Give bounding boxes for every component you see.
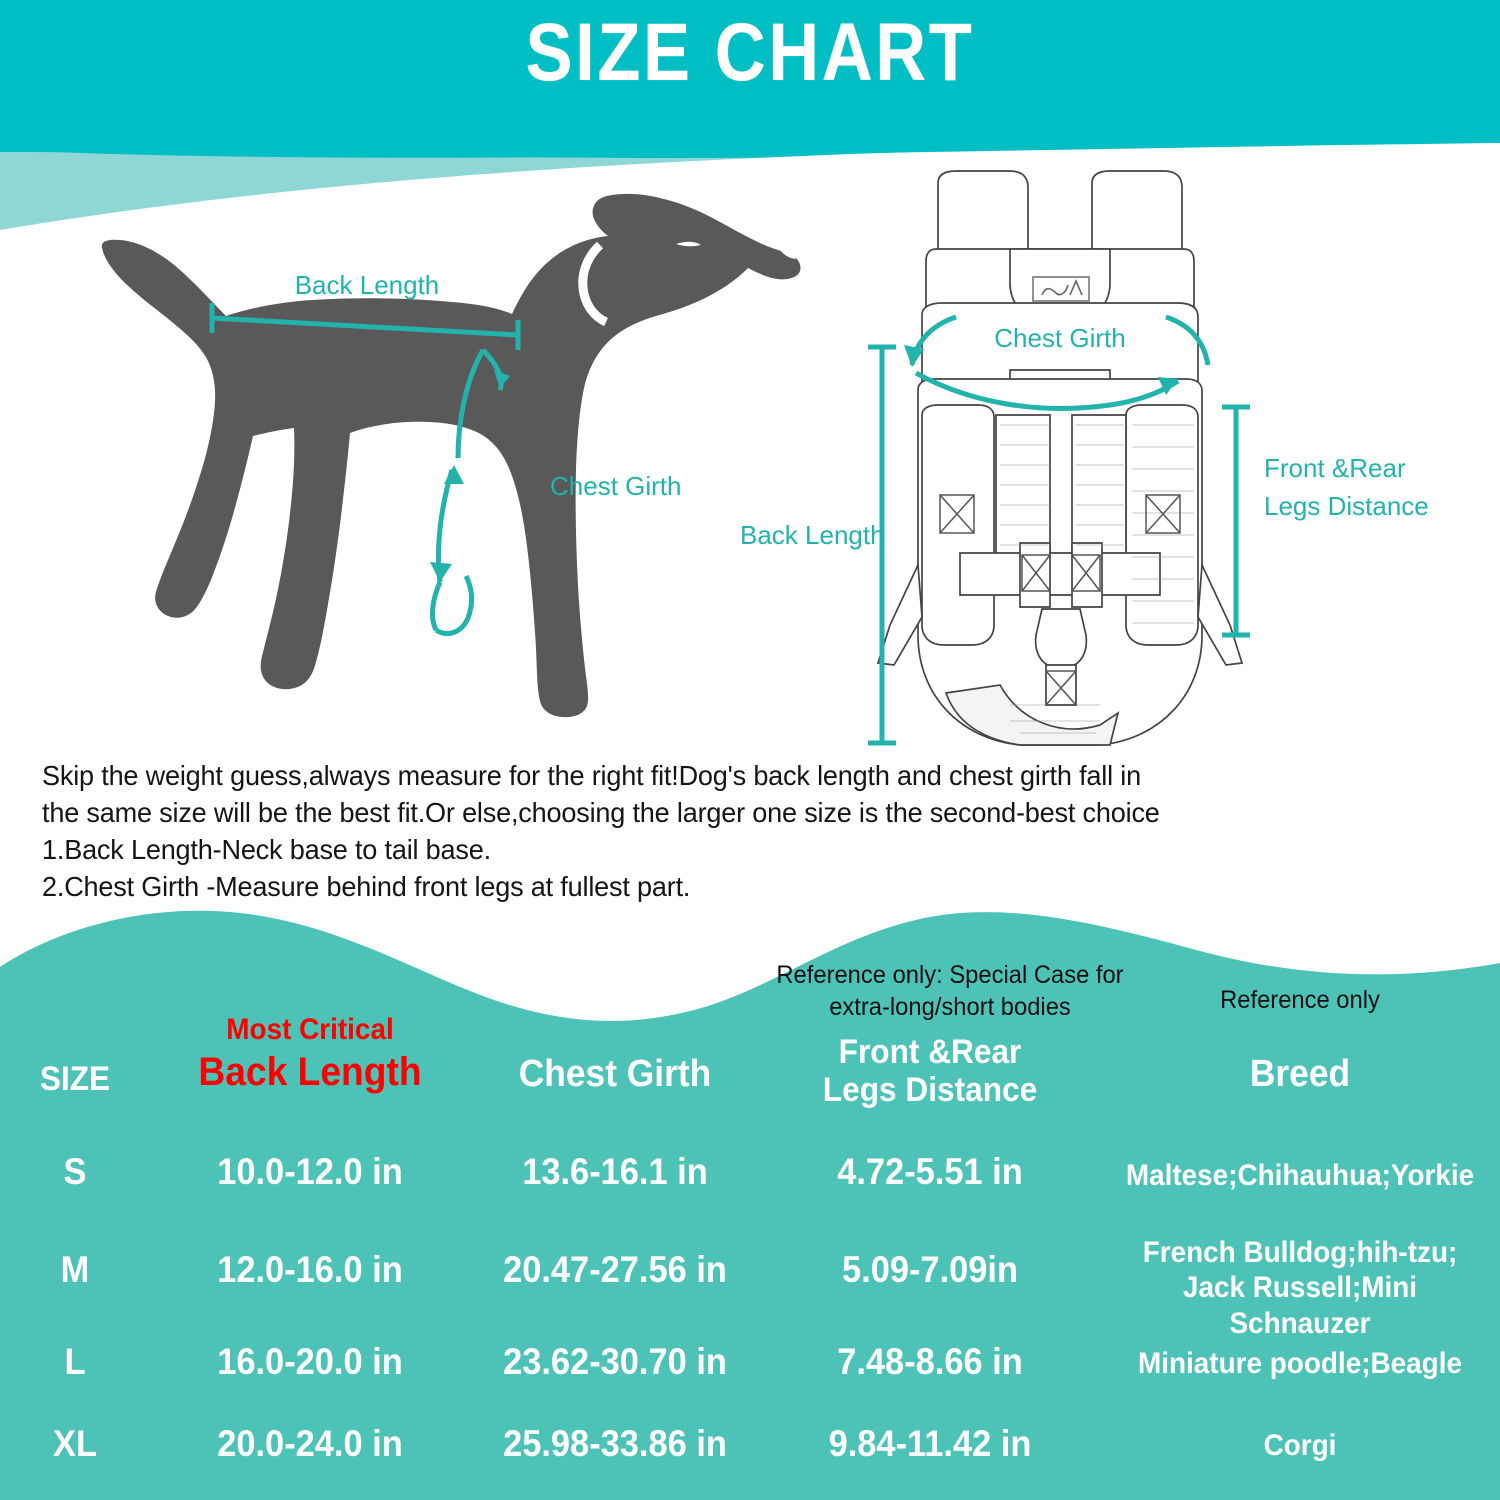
note-special-case-line2: extra-long/short bodies — [829, 992, 1071, 1021]
carrier-stitch-tabs — [939, 494, 1181, 706]
dog-back-length-measure: Back Length — [209, 270, 521, 350]
carrier-backpack-diagram: Chest Girth Front &Rear Legs Distance — [868, 170, 1429, 746]
carrier-chest-girth-label: Chest Girth — [994, 323, 1126, 353]
dog-body-shape — [101, 193, 801, 718]
table-row-xl-size: XL — [53, 1423, 97, 1464]
illustration-area: Back Length Chest Girth — [0, 170, 1500, 770]
instruction-line-4: 2.Chest Girth -Measure behind front legs… — [42, 870, 691, 902]
table-row-s-back: 10.0-12.0 in — [217, 1151, 403, 1192]
carrier-back-length-label-wrap: Back Length — [740, 520, 885, 550]
dog-chest-girth-label: Chest Girth — [550, 471, 682, 501]
column-header-legs-distance-line1: Front &Rear — [838, 1033, 1022, 1071]
header-wave-graphic — [0, 0, 1500, 230]
carrier-back-length-measure — [868, 344, 896, 746]
page-title: SIZE CHART — [525, 7, 975, 98]
carrier-legs-distance-label-2: Legs Distance — [1264, 491, 1429, 521]
note-special-case: Reference only: Special Case for extra-l… — [732, 960, 1169, 1023]
table-row-s-legs: 4.72-5.51 in — [837, 1151, 1023, 1192]
carrier-legs-distance-measure: Front &Rear Legs Distance — [1222, 404, 1429, 638]
dog-nose-highlight — [780, 250, 796, 259]
brand-logo — [1032, 276, 1090, 302]
dog-chest-girth-measure: Chest Girth — [430, 348, 682, 636]
table-row-l-back: 16.0-20.0 in — [217, 1341, 403, 1382]
header-banner: SIZE CHART — [0, 0, 1500, 230]
table-row-l-size: L — [64, 1341, 86, 1382]
table-row-xl-back: 20.0-24.0 in — [217, 1423, 403, 1464]
instruction-line-3: 1.Back Length-Neck base to tail base. — [42, 833, 491, 865]
table-row-s-size: S — [63, 1151, 87, 1192]
carrier-back-length-label: Back Length — [740, 520, 885, 550]
table-row-m-breed: French Bulldog;hih-tzu; Jack Russell;Min… — [1142, 1236, 1458, 1340]
dog-silhouette-diagram: Back Length Chest Girth — [101, 193, 801, 718]
table-row-xl-legs: 9.84-11.42 in — [828, 1423, 1032, 1464]
column-header-back-length: Most Critical Back Length — [161, 1013, 459, 1094]
instruction-line-2: the same size will be the best fit.Or el… — [42, 796, 1160, 828]
size-table-panel: Reference only: Special Case for extra-l… — [0, 905, 1500, 1500]
carrier-legs-distance-label-1: Front &Rear — [1264, 453, 1406, 483]
table-row-l-legs: 7.48-8.66 in — [837, 1341, 1023, 1382]
table-row-s-breed: Maltese;Chihauhua;Yorkie — [1125, 1159, 1475, 1192]
table-content: Reference only: Special Case for extra-l… — [0, 905, 1500, 1500]
table-row-m-back: 12.0-16.0 in — [217, 1249, 403, 1290]
dog-back-length-label: Back Length — [295, 270, 440, 300]
dog-eye — [676, 241, 701, 247]
column-header-breed: Breed — [1249, 1053, 1351, 1095]
note-reference-only: Reference only — [1220, 986, 1380, 1014]
table-row-m-size: M — [60, 1249, 90, 1290]
carrier-outline — [876, 170, 1244, 746]
table-row-m-chest: 20.47-27.56 in — [503, 1249, 727, 1290]
table-row-l-breed: Miniature poodle;Beagle — [1138, 1347, 1462, 1380]
column-header-size: SIZE — [39, 1060, 111, 1098]
column-header-legs-distance-line2: Legs Distance — [822, 1071, 1038, 1110]
table-row-s-chest: 13.6-16.1 in — [522, 1151, 708, 1192]
column-header-legs-distance: Front &Rear Legs Distance — [772, 1033, 1088, 1109]
measuring-instructions: Skip the weight guess,always measure for… — [42, 758, 1263, 905]
table-row-l-chest: 23.62-30.70 in — [503, 1341, 727, 1382]
most-critical-tag: Most Critical — [226, 1013, 394, 1046]
table-row-xl-breed: Corgi — [1263, 1429, 1337, 1462]
note-special-case-line1: Reference only: Special Case for — [776, 961, 1124, 989]
carrier-hatching — [1000, 424, 1194, 734]
column-header-chest-girth: Chest Girth — [518, 1053, 712, 1095]
dog-collar — [578, 241, 609, 327]
table-row-m-legs: 5.09-7.09in — [841, 1249, 1018, 1290]
column-header-back-length-label: Back Length — [198, 1049, 422, 1094]
panel-wave-background — [0, 910, 1500, 1500]
carrier-chest-girth-measure: Chest Girth — [904, 314, 1211, 411]
instruction-line-1: Skip the weight guess,always measure for… — [42, 760, 1141, 791]
table-row-xl-chest: 25.98-33.86 in — [503, 1423, 727, 1464]
